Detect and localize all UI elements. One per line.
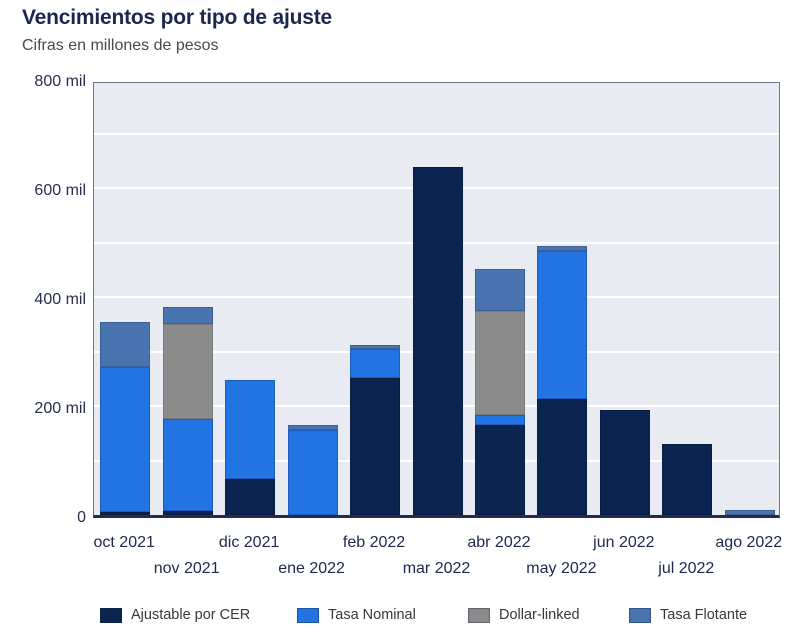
legend-item-ajustable-por-cer: Ajustable por CER — [100, 604, 250, 626]
bar-abr-2022 — [474, 269, 525, 515]
y-tick-label: 600 mil — [34, 182, 86, 199]
y-tick-label: 400 mil — [34, 291, 86, 308]
bar-segment-ajustable-por-cer — [599, 409, 650, 515]
bar-segment-tasa-nominal — [537, 250, 588, 399]
bar-segment-ajustable-por-cer — [537, 398, 588, 515]
bar-segment-ajustable-por-cer — [162, 510, 213, 515]
legend: Ajustable por CER Tasa Nominal Dollar-link… — [0, 604, 800, 630]
legend-swatch — [629, 607, 651, 623]
bar-segment-dollar-linked — [474, 311, 525, 416]
bar-segment-tasa-flotante — [350, 344, 401, 349]
bar-may-2022 — [537, 245, 588, 515]
x-axis: oct 2021 nov 2021 dic 2021 ene 2022 feb 2022… — [93, 530, 783, 588]
bar-segment-tasa-flotante — [724, 510, 775, 515]
y-axis: 0 200 mil 400 mil 600 mil 800 mil — [0, 73, 86, 526]
bar-segment-tasa-nominal — [474, 415, 525, 426]
bar-segment-tasa-flotante — [287, 425, 338, 430]
bar-segment-ajustable-por-cer — [474, 425, 525, 515]
bar-segment-tasa-nominal — [225, 379, 276, 480]
bar-segment-tasa-nominal — [100, 366, 151, 513]
x-tick-label: ene 2022 — [278, 560, 345, 577]
chart-subtitle: Cifras en millones de pesos — [22, 37, 219, 54]
legend-swatch — [100, 607, 122, 623]
x-tick-label: dic 2021 — [218, 534, 280, 551]
x-tick-label: may 2022 — [526, 560, 597, 577]
legend-label: Tasa Flotante — [660, 607, 748, 623]
x-tick-label: nov 2021 — [153, 560, 220, 577]
x-tick-label: jul 2022 — [658, 560, 715, 577]
bar-segment-ajustable-por-cer — [100, 512, 151, 515]
bar-feb-2022 — [350, 344, 401, 515]
y-tick-label: 200 mil — [34, 400, 86, 417]
bar-segment-tasa-flotante — [162, 306, 213, 325]
y-tick-label: 800 mil — [34, 73, 86, 90]
gridline — [94, 132, 779, 135]
plot-area — [93, 82, 780, 518]
bar-segment-tasa-flotante — [100, 322, 151, 367]
legend-label: Tasa Nominal — [328, 607, 416, 623]
bar-oct-2021 — [100, 322, 151, 515]
legend-item-tasa-nominal: Tasa Nominal — [297, 604, 416, 626]
legend-item-dollar-linked: Dollar-linked — [468, 604, 580, 626]
legend-swatch — [297, 607, 319, 623]
bar-segment-ajustable-por-cer — [225, 479, 276, 515]
bar-segment-tasa-flotante — [537, 245, 588, 251]
bar-nov-2021 — [162, 306, 213, 515]
chart-title: Vencimientos por tipo de ajuste — [22, 6, 333, 29]
bar-segment-ajustable-por-cer — [662, 444, 713, 515]
x-tick-label: ago 2022 — [715, 534, 783, 551]
x-tick-label: abr 2022 — [467, 534, 531, 551]
bar-dic-2021 — [225, 379, 276, 515]
bar-segment-dollar-linked — [162, 324, 213, 420]
bar-jul-2022 — [662, 444, 713, 515]
bar-mar-2022 — [412, 167, 463, 515]
x-tick-label: oct 2021 — [93, 534, 155, 551]
bar-ago-2022 — [724, 510, 775, 515]
bar-segment-tasa-flotante — [474, 269, 525, 312]
bar-ene-2022 — [287, 425, 338, 515]
legend-label: Ajustable por CER — [131, 607, 251, 623]
bar-segment-tasa-nominal — [350, 348, 401, 378]
legend-label: Dollar-linked — [499, 607, 580, 623]
bar-segment-ajustable-por-cer — [350, 377, 401, 515]
x-tick-label: feb 2022 — [342, 534, 406, 551]
bar-segment-tasa-nominal — [287, 429, 338, 515]
x-tick-label: jun 2022 — [593, 534, 655, 551]
bar-segment-ajustable-por-cer — [412, 167, 463, 515]
legend-item-tasa-flotante: Tasa Flotante — [629, 604, 747, 626]
y-tick-label: 0 — [77, 509, 86, 526]
bar-jun-2022 — [599, 409, 650, 515]
bar-segment-tasa-nominal — [162, 419, 213, 511]
x-tick-label: mar 2022 — [402, 560, 471, 577]
legend-swatch — [468, 607, 490, 623]
